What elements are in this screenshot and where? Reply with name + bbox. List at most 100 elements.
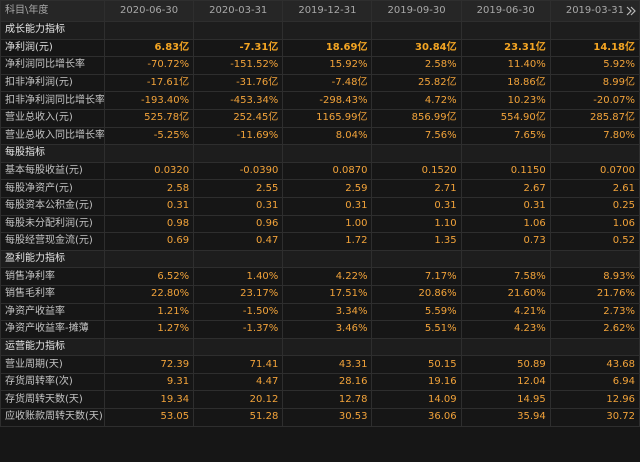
empty-cell bbox=[103, 21, 195, 40]
row-label: 每股资本公积金(元) bbox=[0, 196, 105, 216]
empty-cell bbox=[371, 21, 462, 40]
finance-table: 科目\年度 2020-06-30 2020-03-31 2019-12-31 2019… bbox=[0, 0, 640, 427]
value-cell: 2.59 bbox=[282, 179, 373, 198]
value-cell: 53.05 bbox=[103, 408, 195, 427]
value-cell: 7.56% bbox=[371, 126, 462, 146]
column-header: 2020-03-31 bbox=[193, 0, 284, 22]
value-cell: 5.51% bbox=[371, 320, 462, 339]
section-title: 盈利能力指标 bbox=[0, 249, 105, 269]
value-cell: 71.41 bbox=[193, 355, 284, 374]
value-cell: 30.53 bbox=[282, 408, 373, 427]
empty-cell bbox=[460, 144, 551, 163]
value-cell: 0.25 bbox=[549, 196, 640, 216]
row-label: 存货周转率(次) bbox=[0, 372, 105, 392]
value-cell: 856.99亿 bbox=[371, 108, 462, 128]
value-cell: 3.34% bbox=[282, 302, 373, 322]
column-header: 2019-09-30 bbox=[371, 0, 462, 22]
value-cell: -298.43% bbox=[282, 91, 373, 110]
value-cell: -1.50% bbox=[193, 302, 284, 322]
expand-icon[interactable] bbox=[626, 6, 636, 16]
empty-cell bbox=[460, 337, 551, 357]
value-cell: -5.25% bbox=[103, 126, 195, 146]
value-cell: 36.06 bbox=[371, 408, 462, 427]
value-cell: -31.76亿 bbox=[193, 73, 284, 93]
value-cell: 72.39 bbox=[103, 355, 195, 374]
value-cell: 14.18亿 bbox=[549, 38, 640, 58]
empty-cell bbox=[549, 21, 640, 40]
value-cell: 8.93% bbox=[549, 267, 640, 286]
empty-cell bbox=[371, 249, 462, 269]
value-cell: 0.73 bbox=[460, 232, 551, 251]
empty-cell bbox=[193, 337, 284, 357]
value-cell: 17.51% bbox=[282, 284, 373, 304]
data-row: 存货周转天数(天) 19.34 20.12 12.78 14.09 14.95 12.96 bbox=[0, 390, 640, 410]
empty-cell bbox=[282, 337, 373, 357]
section-title: 每股指标 bbox=[0, 144, 105, 163]
row-label: 营业周期(天) bbox=[0, 355, 105, 374]
row-label: 销售净利率 bbox=[0, 267, 105, 286]
value-cell: -193.40% bbox=[103, 91, 195, 110]
value-cell: 19.34 bbox=[103, 390, 195, 410]
empty-cell bbox=[460, 21, 551, 40]
value-cell: 9.31 bbox=[103, 372, 195, 392]
empty-cell bbox=[103, 144, 195, 163]
value-cell: 0.47 bbox=[193, 232, 284, 251]
row-label: 扣非净利润同比增长率 bbox=[0, 91, 105, 110]
value-cell: 30.84亿 bbox=[371, 38, 462, 58]
data-row: 净资产收益率-摊薄 1.27% -1.37% 3.46% 5.51% 4.23% 2.62% bbox=[0, 320, 640, 339]
value-cell: 0.1520 bbox=[371, 161, 462, 181]
row-label: 净利润同比增长率 bbox=[0, 56, 105, 75]
column-header: 2019-12-31 bbox=[282, 0, 373, 22]
value-cell: 8.04% bbox=[282, 126, 373, 146]
value-cell: 35.94 bbox=[460, 408, 551, 427]
value-cell: 1.10 bbox=[371, 214, 462, 234]
empty-cell bbox=[193, 249, 284, 269]
value-cell: 0.98 bbox=[103, 214, 195, 234]
value-cell: 12.96 bbox=[549, 390, 640, 410]
section-row: 盈利能力指标 bbox=[0, 249, 640, 269]
value-cell: 4.21% bbox=[460, 302, 551, 322]
data-row: 应收账款周转天数(天) 53.05 51.28 30.53 36.06 35.94 30.7… bbox=[0, 408, 640, 427]
value-cell: 25.82亿 bbox=[371, 73, 462, 93]
data-row: 销售毛利率 22.80% 23.17% 17.51% 20.86% 21.60% 21.76… bbox=[0, 284, 640, 304]
value-cell: 14.95 bbox=[460, 390, 551, 410]
empty-cell bbox=[549, 337, 640, 357]
value-cell: 1.06 bbox=[549, 214, 640, 234]
data-row: 营业总收入同比增长率 -5.25% -11.69% 8.04% 7.56% 7.65% 7.… bbox=[0, 126, 640, 146]
value-cell: 252.45亿 bbox=[193, 108, 284, 128]
row-label: 存货周转天数(天) bbox=[0, 390, 105, 410]
value-cell: 22.80% bbox=[103, 284, 195, 304]
value-cell: 0.96 bbox=[193, 214, 284, 234]
value-cell: 43.68 bbox=[549, 355, 640, 374]
value-cell: -7.31亿 bbox=[193, 38, 284, 58]
empty-cell bbox=[103, 249, 195, 269]
value-cell: 1.06 bbox=[460, 214, 551, 234]
column-header: 2020-06-30 bbox=[103, 0, 195, 22]
value-cell: 21.60% bbox=[460, 284, 551, 304]
value-cell: 1.27% bbox=[103, 320, 195, 339]
value-cell: -7.48亿 bbox=[282, 73, 373, 93]
value-cell: 7.58% bbox=[460, 267, 551, 286]
data-row: 基本每股收益(元) 0.0320 -0.0390 0.0870 0.1520 0.1150… bbox=[0, 161, 640, 181]
value-cell: -453.34% bbox=[193, 91, 284, 110]
row-label: 净资产收益率-摊薄 bbox=[0, 320, 105, 339]
value-cell: 18.69亿 bbox=[282, 38, 373, 58]
value-cell: 20.86% bbox=[371, 284, 462, 304]
value-cell: 6.83亿 bbox=[103, 38, 195, 58]
value-cell: 6.52% bbox=[103, 267, 195, 286]
header-row: 科目\年度 2020-06-30 2020-03-31 2019-12-31 2019… bbox=[0, 0, 640, 22]
row-label: 每股经营现金流(元) bbox=[0, 232, 105, 251]
data-row: 净利润(元) 6.83亿 -7.31亿 18.69亿 30.84亿 23.31亿 14.18… bbox=[0, 38, 640, 58]
row-label: 应收账款周转天数(天) bbox=[0, 408, 105, 427]
value-cell: 525.78亿 bbox=[103, 108, 195, 128]
value-cell: 0.69 bbox=[103, 232, 195, 251]
value-cell: 11.40% bbox=[460, 56, 551, 75]
empty-cell bbox=[371, 144, 462, 163]
value-cell: -70.72% bbox=[103, 56, 195, 75]
value-cell: -20.07% bbox=[549, 91, 640, 110]
value-cell: 50.15 bbox=[371, 355, 462, 374]
row-label: 销售毛利率 bbox=[0, 284, 105, 304]
value-cell: 1.40% bbox=[193, 267, 284, 286]
value-cell: 19.16 bbox=[371, 372, 462, 392]
value-cell: 7.17% bbox=[371, 267, 462, 286]
